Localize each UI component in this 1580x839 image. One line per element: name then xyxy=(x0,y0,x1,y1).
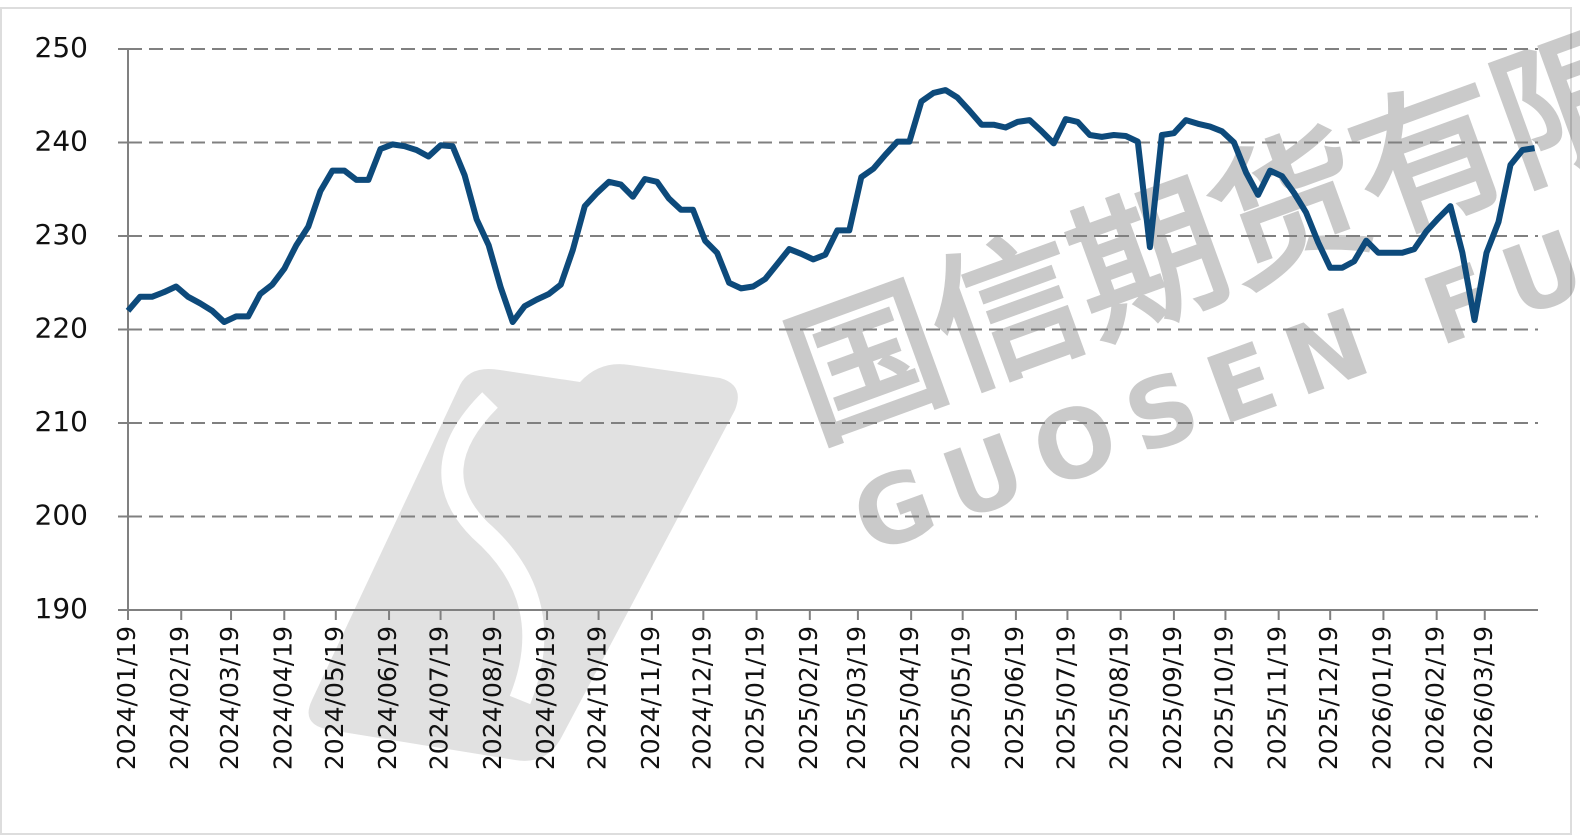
x-tick-label: 2024/07/19 xyxy=(425,626,454,770)
x-tick-label: 2025/12/19 xyxy=(1314,626,1343,770)
x-tick-label: 2024/04/19 xyxy=(268,626,297,770)
x-tick-label: 2024/03/19 xyxy=(215,626,244,770)
y-tick-label: 230 xyxy=(35,218,88,251)
x-tick-label: 2025/10/19 xyxy=(1209,626,1238,770)
x-tick-label: 2024/12/19 xyxy=(687,626,716,770)
x-tick-label: 2025/03/19 xyxy=(842,626,871,770)
x-tick-label: 2024/06/19 xyxy=(373,626,402,770)
x-tick-label: 2026/03/19 xyxy=(1469,626,1498,770)
y-tick-label: 220 xyxy=(35,312,88,345)
x-tick-label: 2024/10/19 xyxy=(583,626,612,770)
x-tick-label: 2025/05/19 xyxy=(947,626,976,770)
y-tick-label: 210 xyxy=(35,405,88,438)
x-tick-label: 2025/07/19 xyxy=(1051,626,1080,770)
y-tick-label: 250 xyxy=(35,31,88,64)
x-tick-label: 2026/02/19 xyxy=(1421,626,1450,770)
y-tick-label: 200 xyxy=(35,499,88,532)
x-tick-label: 2025/11/19 xyxy=(1263,626,1292,770)
x-tick-label: 2025/08/19 xyxy=(1105,626,1134,770)
watermark-logo-curve xyxy=(441,392,545,705)
chart-frame xyxy=(0,7,1572,835)
x-tick-label: 2024/08/19 xyxy=(478,626,507,770)
y-tick-label: 190 xyxy=(35,592,88,625)
y-tick-label: 240 xyxy=(35,125,88,158)
x-tick-label: 2024/02/19 xyxy=(165,626,194,770)
x-tick-label: 2026/01/19 xyxy=(1367,626,1396,770)
x-tick-label: 2025/01/19 xyxy=(741,626,770,770)
watermark-logo xyxy=(308,364,738,761)
x-tick-label: 2024/11/19 xyxy=(636,626,665,770)
series-line xyxy=(125,87,1536,325)
x-tick-label: 2025/02/19 xyxy=(794,626,823,770)
x-tick-label: 2025/06/19 xyxy=(1000,626,1029,770)
x-tick-label: 2025/09/19 xyxy=(1158,626,1187,770)
x-tick-label: 2025/04/19 xyxy=(895,626,924,770)
x-tick-label: 2024/09/19 xyxy=(531,626,560,770)
x-tick-label: 2024/05/19 xyxy=(320,626,349,770)
x-tick-label: 2024/01/19 xyxy=(112,626,141,770)
